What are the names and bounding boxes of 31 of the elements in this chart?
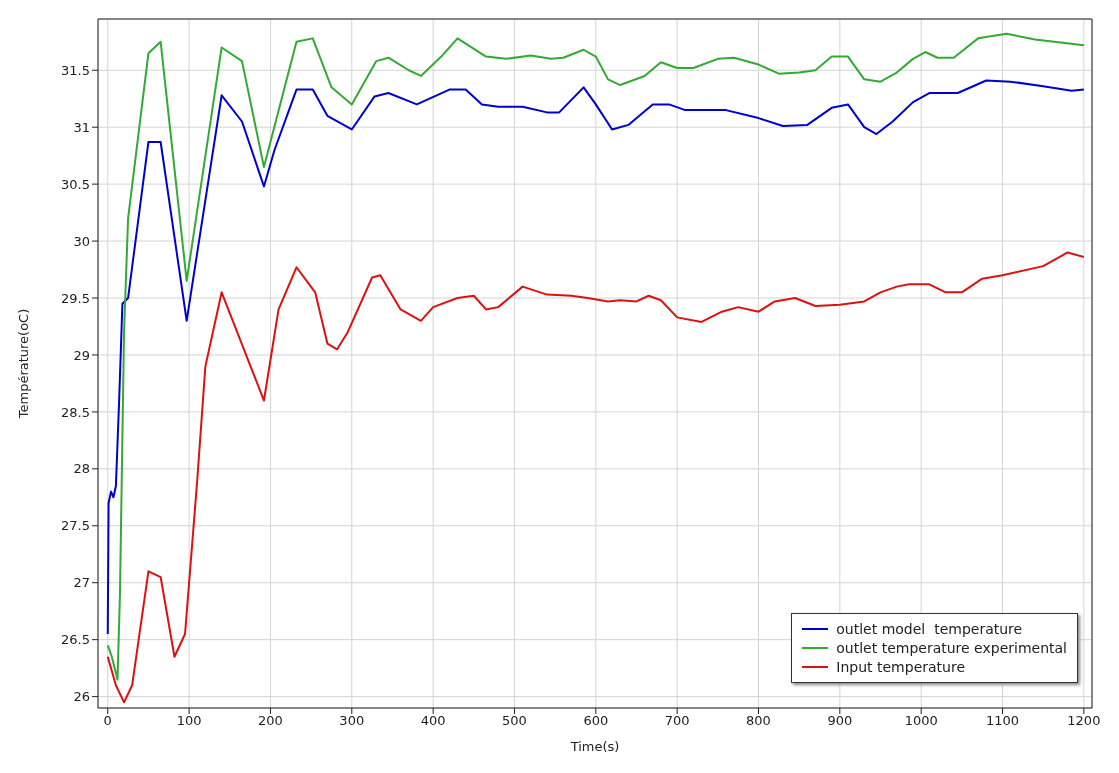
y-tick-label: 27.5 bbox=[61, 518, 90, 534]
y-tick-label: 27 bbox=[73, 575, 90, 591]
y-tick-label: 28.5 bbox=[61, 404, 90, 420]
x-tick-label: 400 bbox=[420, 713, 446, 729]
y-axis-title: Température(oC) bbox=[15, 308, 31, 420]
x-tick-label: 500 bbox=[502, 713, 527, 729]
y-tick-label: 26.5 bbox=[61, 632, 90, 648]
x-tick-label: 900 bbox=[827, 713, 853, 729]
x-axis-title: Time(s) bbox=[569, 739, 620, 754]
x-tick-label: 200 bbox=[258, 713, 283, 729]
y-tick-label: 30.5 bbox=[61, 176, 90, 192]
legend-label: outlet model temperature bbox=[836, 621, 1023, 637]
line-series bbox=[106, 251, 1085, 704]
legend-label: outlet temperature experimental bbox=[836, 640, 1067, 656]
y-tick-label: 29 bbox=[73, 347, 90, 363]
x-tick-label: 600 bbox=[583, 713, 609, 729]
x-tick-label: 100 bbox=[176, 713, 202, 729]
x-tick-label: 0 bbox=[103, 713, 112, 729]
x-tick-label: 1100 bbox=[985, 713, 1020, 729]
y-tick-label: 31 bbox=[73, 119, 90, 135]
x-tick-label: 700 bbox=[664, 713, 690, 729]
legend-label: Input temperature bbox=[836, 659, 965, 675]
x-tick-label: 300 bbox=[339, 713, 365, 729]
x-tick-label: 1200 bbox=[1067, 713, 1101, 729]
y-tick-label: 26 bbox=[73, 689, 90, 705]
y-tick-label: 30 bbox=[73, 233, 90, 249]
x-tick-label: 800 bbox=[746, 713, 771, 729]
y-tick-label: 28 bbox=[73, 461, 90, 477]
y-tick-label: 29.5 bbox=[61, 290, 90, 306]
y-tick-label: 31.5 bbox=[61, 62, 90, 78]
x-tick-label: 1000 bbox=[904, 713, 938, 729]
